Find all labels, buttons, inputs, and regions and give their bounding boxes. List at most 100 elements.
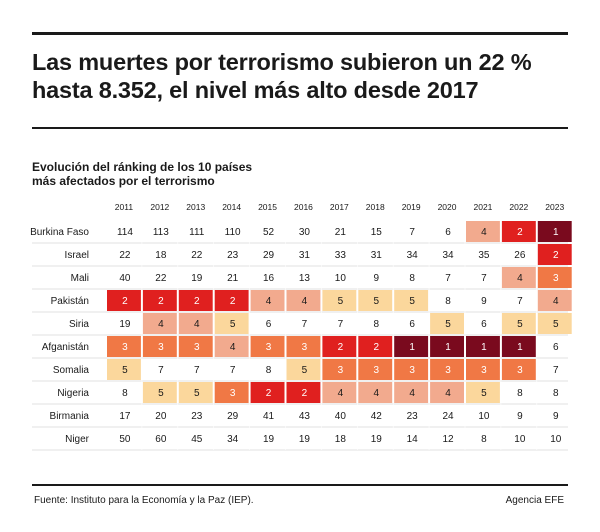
heat-cell bbox=[214, 313, 249, 334]
cell-value-label: 60 bbox=[155, 434, 167, 445]
year-tick-label: 2011 bbox=[115, 202, 134, 212]
cell-value-label: 5 bbox=[409, 296, 415, 307]
cell-value-label: 43 bbox=[299, 411, 311, 422]
heat-cell bbox=[466, 382, 500, 403]
cell-value-label: 7 bbox=[553, 365, 559, 376]
cell-value-label: 8 bbox=[373, 319, 379, 330]
cell-value-label: 42 bbox=[371, 411, 383, 422]
heat-cell bbox=[394, 382, 429, 403]
cell-value-label: 33 bbox=[335, 250, 347, 261]
cell-value-label: 8 bbox=[445, 296, 451, 307]
cell-value-label: 111 bbox=[189, 227, 205, 238]
cell-value-label: 5 bbox=[373, 296, 379, 307]
cell-value-label: 17 bbox=[119, 411, 131, 422]
country-label: Siria bbox=[69, 319, 89, 330]
heat-cell bbox=[214, 290, 249, 311]
subtitle-line-2: más afectados por el terrorismo bbox=[32, 174, 215, 188]
cell-value-label: 2 bbox=[266, 388, 272, 399]
cell-value-label: 8 bbox=[409, 273, 415, 284]
country-label: Israel bbox=[65, 250, 89, 261]
cell-value-label: 6 bbox=[481, 319, 487, 330]
cell-value-label: 12 bbox=[442, 434, 454, 445]
page-title: Las muertes por terrorismo subieron un 2… bbox=[32, 49, 532, 103]
cell-value-label: 2 bbox=[302, 388, 308, 399]
cell-value-label: 3 bbox=[553, 273, 559, 284]
cell-value-label: 6 bbox=[445, 227, 451, 238]
heat-cell bbox=[394, 336, 429, 357]
cell-value-label: 3 bbox=[445, 365, 451, 376]
year-tick-label: 2020 bbox=[438, 202, 457, 212]
cell-value-label: 3 bbox=[481, 365, 487, 376]
cell-value-label: 35 bbox=[478, 250, 490, 261]
cell-value-label: 5 bbox=[230, 319, 236, 330]
cell-value-label: 23 bbox=[407, 411, 419, 422]
cell-value-label: 29 bbox=[263, 250, 275, 261]
cell-value-label: 9 bbox=[517, 411, 523, 422]
cell-value-label: 2 bbox=[338, 342, 344, 353]
heat-cell bbox=[286, 382, 321, 403]
cell-value-label: 45 bbox=[191, 434, 203, 445]
cell-value-label: 113 bbox=[153, 227, 169, 238]
cell-value-label: 2 bbox=[517, 227, 523, 238]
country-label: Niger bbox=[65, 434, 90, 445]
cell-value-label: 3 bbox=[230, 388, 236, 399]
cell-value-label: 5 bbox=[338, 296, 344, 307]
cell-value-label: 7 bbox=[338, 319, 344, 330]
year-tick-label: 2012 bbox=[150, 202, 169, 212]
heat-cell bbox=[394, 359, 429, 380]
cell-value-label: 5 bbox=[517, 319, 523, 330]
cell-value-label: 7 bbox=[194, 365, 200, 376]
cell-value-label: 1 bbox=[409, 342, 415, 353]
cell-value-label: 40 bbox=[335, 411, 347, 422]
cell-value-label: 4 bbox=[409, 388, 415, 399]
cell-value-label: 31 bbox=[299, 250, 311, 261]
cell-value-label: 5 bbox=[445, 319, 451, 330]
heat-cell bbox=[322, 290, 357, 311]
cell-value-label: 30 bbox=[299, 227, 311, 238]
cell-value-label: 4 bbox=[338, 388, 344, 399]
heat-cell bbox=[107, 290, 141, 311]
cell-value-label: 2 bbox=[553, 250, 559, 261]
year-tick-label: 2022 bbox=[509, 202, 528, 212]
cell-value-label: 26 bbox=[514, 250, 526, 261]
cell-value-label: 4 bbox=[230, 342, 236, 353]
heat-cell bbox=[322, 336, 357, 357]
chart-subtitle: Evolución del ránking de los 10 países m… bbox=[32, 160, 432, 188]
heat-cell bbox=[466, 336, 500, 357]
year-tick-label: 2015 bbox=[258, 202, 277, 212]
cell-value-label: 7 bbox=[445, 273, 451, 284]
cell-value-label: 23 bbox=[191, 411, 203, 422]
cell-value-label: 7 bbox=[517, 296, 523, 307]
cell-value-label: 18 bbox=[155, 250, 167, 261]
heat-cell bbox=[214, 336, 249, 357]
cell-value-label: 4 bbox=[302, 296, 308, 307]
cell-value-label: 3 bbox=[194, 342, 200, 353]
heat-cell bbox=[430, 336, 464, 357]
heat-cell bbox=[250, 382, 285, 403]
heat-cell bbox=[394, 290, 429, 311]
heat-cell bbox=[250, 336, 285, 357]
heat-cell bbox=[286, 359, 321, 380]
cell-value-label: 4 bbox=[517, 273, 523, 284]
cell-value-label: 7 bbox=[409, 227, 415, 238]
cell-value-label: 3 bbox=[338, 365, 344, 376]
cell-value-label: 40 bbox=[119, 273, 131, 284]
cell-value-label: 21 bbox=[335, 227, 347, 238]
heat-cell bbox=[358, 382, 393, 403]
cell-value-label: 19 bbox=[299, 434, 311, 445]
cell-value-label: 1 bbox=[445, 342, 451, 353]
heat-cell bbox=[501, 336, 536, 357]
year-tick-label: 2018 bbox=[366, 202, 385, 212]
source-note: Fuente: Instituto para la Economía y la … bbox=[34, 495, 254, 506]
cell-value-label: 19 bbox=[119, 319, 131, 330]
cell-value-label: 3 bbox=[302, 342, 308, 353]
heat-cell bbox=[501, 359, 536, 380]
heat-cell bbox=[178, 290, 213, 311]
heat-cell bbox=[250, 290, 285, 311]
agency-credit: Agencia EFE bbox=[505, 495, 564, 506]
heat-cell bbox=[430, 313, 464, 334]
heat-cell bbox=[142, 336, 177, 357]
cell-value-label: 5 bbox=[553, 319, 559, 330]
cell-value-label: 15 bbox=[371, 227, 383, 238]
